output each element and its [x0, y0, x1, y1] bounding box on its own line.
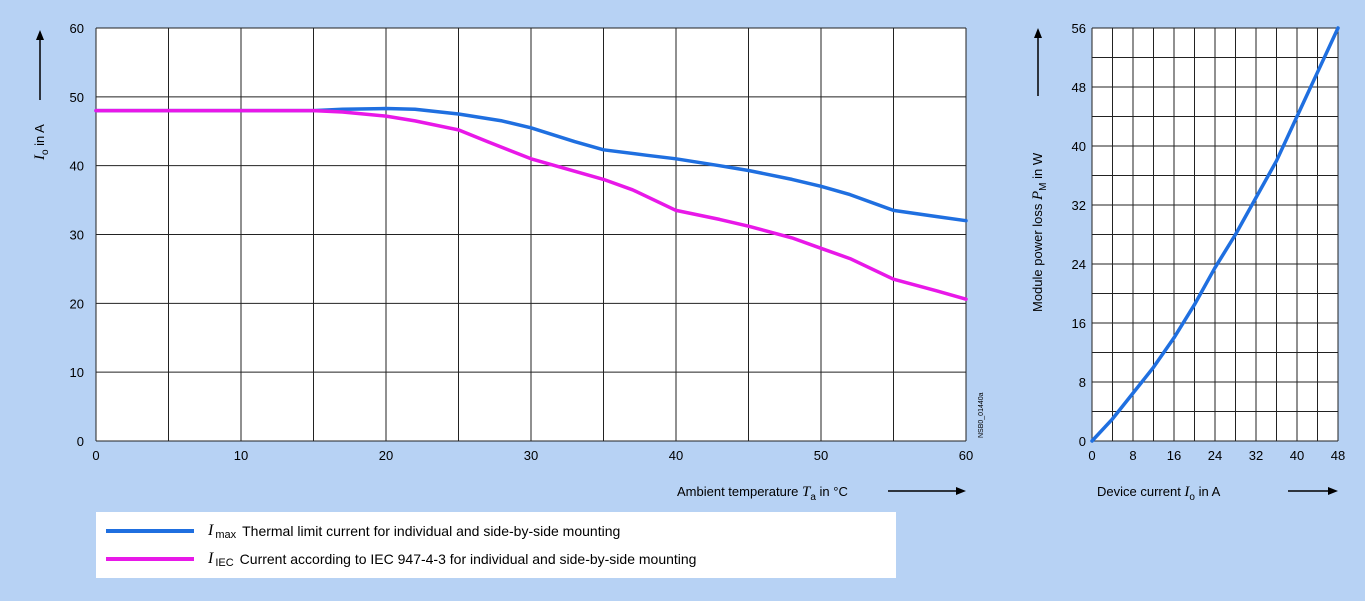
series-line-iiec: [94, 108, 968, 301]
y-axis-label-2-prefix: Module power loss: [1030, 200, 1045, 312]
y-axis-label-1-sub: o: [40, 149, 51, 155]
y-axis-arrow-2-head: [1034, 28, 1042, 38]
series-line-power-loss: [1090, 26, 1340, 443]
x-tick-label-2: 0: [1088, 448, 1095, 463]
x-tick-label-2: 48: [1331, 448, 1345, 463]
legend-symbol-iiec: I: [208, 550, 214, 567]
legend-symbol-imax: I: [208, 522, 214, 539]
legend-swatch-imax: [106, 529, 194, 533]
y-axis-label-1-symbol: I: [32, 154, 48, 161]
y-tick-label-2: 48: [1072, 80, 1086, 95]
x-tick-label-1: 60: [959, 448, 973, 463]
y-tick-label-1: 60: [70, 21, 84, 36]
y-axis-arrow-1-head: [36, 30, 44, 40]
y-tick-label-2: 8: [1079, 375, 1086, 390]
x-axis-label-1-prefix: Ambient temperature: [677, 484, 802, 499]
y-tick-label-1: 30: [70, 228, 84, 243]
y-tick-label-2: 56: [1072, 21, 1086, 36]
x-axis-label-2: Device current Io in A: [1097, 484, 1221, 503]
y-tick-label-2: 32: [1072, 198, 1086, 213]
legend-item-imax: I max Thermal limit current for individu…: [96, 518, 620, 544]
legend: I max Thermal limit current for individu…: [96, 512, 896, 578]
x-tick-label-2: 24: [1208, 448, 1222, 463]
x-axis-label-2-symbol: I: [1183, 484, 1190, 500]
y-axis-label-2-suffix: in W: [1030, 152, 1045, 182]
y-tick-label-1: 50: [70, 90, 84, 105]
y-tick-label-1: 20: [70, 296, 84, 311]
x-tick-label-1: 20: [379, 448, 393, 463]
legend-swatch-iiec: [106, 557, 194, 561]
x-tick-label-1: 0: [92, 448, 99, 463]
y-tick-label-2: 0: [1079, 434, 1086, 449]
x-axis-label-2-prefix: Device current: [1097, 484, 1184, 499]
legend-label-iiec: Current according to IEC 947-4-3 for ind…: [239, 551, 697, 567]
x-tick-label-2: 32: [1249, 448, 1263, 463]
legend-sub-iiec: IEC: [215, 557, 234, 569]
x-axis-label-1-sub: a: [810, 492, 816, 503]
x-axis-label-2-suffix: in A: [1195, 484, 1221, 499]
figure-code: NSB0_01440a: [978, 392, 985, 438]
x-tick-label-2: 40: [1290, 448, 1304, 463]
y-axis-label-1-suffix: in A: [32, 124, 47, 150]
x-tick-label-1: 40: [669, 448, 683, 463]
y-tick-label-2: 24: [1072, 257, 1086, 272]
y-axis-label-2-sub: M: [1038, 182, 1049, 190]
y-axis-label-2: Module power loss PM in W: [1030, 152, 1049, 312]
x-axis-arrow-1-head: [956, 487, 966, 495]
x-tick-label-2: 16: [1167, 448, 1181, 463]
x-tick-label-1: 50: [814, 448, 828, 463]
legend-sub-imax: max: [215, 529, 237, 541]
y-tick-label-1: 40: [70, 159, 84, 174]
y-tick-label-2: 16: [1072, 316, 1086, 331]
x-axis-label-1-symbol: T: [802, 484, 812, 500]
x-tick-label-2: 8: [1129, 448, 1136, 463]
x-tick-label-1: 10: [234, 448, 248, 463]
y-axis-label-1: Io in A: [32, 124, 51, 161]
x-tick-label-1: 30: [524, 448, 538, 463]
x-axis-label-1-suffix: in °C: [816, 484, 848, 499]
y-tick-label-1: 0: [77, 434, 84, 449]
legend-label-imax: Thermal limit current for individual and…: [242, 523, 621, 539]
legend-item-iiec: I IEC Current according to IEC 947-4-3 f…: [96, 546, 696, 572]
grid-1: [95, 27, 967, 442]
y-axis-label-2-symbol: P: [1030, 191, 1046, 201]
x-axis-arrow-2-head: [1328, 487, 1338, 495]
y-tick-label-2: 40: [1072, 139, 1086, 154]
y-tick-label-1: 10: [70, 365, 84, 380]
x-axis-label-1: Ambient temperature Ta in °C: [677, 484, 848, 503]
x-axis-label-2-sub: o: [1189, 492, 1195, 503]
